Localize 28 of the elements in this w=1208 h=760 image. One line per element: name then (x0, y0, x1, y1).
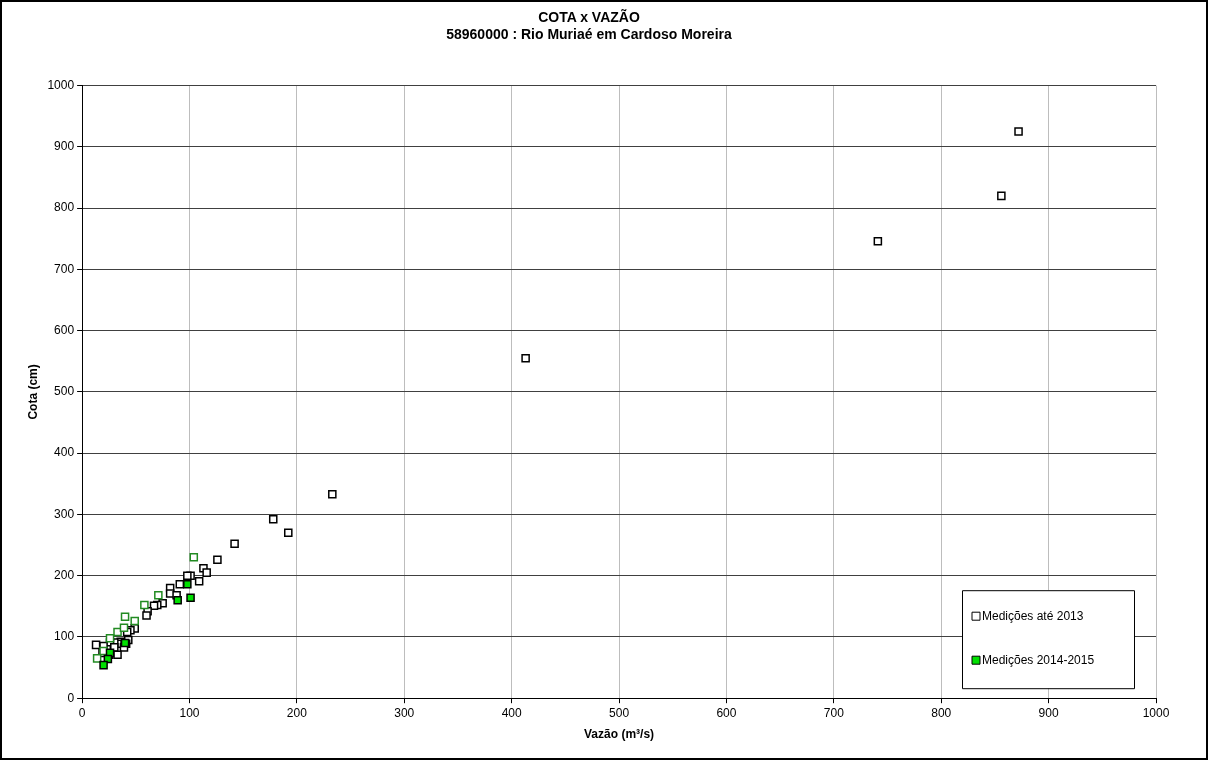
y-tick-label: 700 (54, 261, 75, 276)
x-tick-label: 1000 (1142, 705, 1170, 720)
chart-subtitle: 58960000 : Rio Muriaé em Cardoso Moreira (446, 26, 732, 43)
x-tick-label: 600 (716, 705, 737, 720)
y-tick-label: 600 (54, 322, 75, 337)
x-tick-label: 200 (286, 705, 308, 720)
y-tick-label: 900 (54, 139, 75, 154)
y-tick-label: 500 (54, 384, 75, 399)
y-tick-label: 300 (54, 506, 75, 521)
x-tick-label: 800 (931, 705, 952, 720)
chart-title: COTA x VAZÃO (538, 8, 640, 26)
legend-label: Medições até 2013 (982, 608, 1084, 623)
x-tick-label: 700 (823, 705, 845, 720)
y-axis-title: Cota (cm) (25, 364, 40, 420)
y-tick-label: 800 (54, 200, 75, 215)
y-tick-label: 0 (67, 690, 75, 705)
x-tick-label: 900 (1038, 705, 1059, 720)
legend-label: Medições 2014-2015 (982, 652, 1095, 667)
y-tick-label: 100 (54, 629, 75, 644)
x-axis-title: Vazão (m³/s) (584, 727, 655, 742)
y-tick-label: 200 (54, 567, 75, 582)
y-tick-label: 400 (54, 445, 75, 460)
x-tick-label: 100 (179, 705, 200, 720)
x-tick-label: 0 (78, 705, 86, 720)
x-tick-label: 500 (609, 705, 630, 720)
x-tick-label: 300 (394, 705, 415, 720)
y-tick-label: 1000 (47, 77, 75, 92)
x-tick-label: 400 (501, 705, 522, 720)
